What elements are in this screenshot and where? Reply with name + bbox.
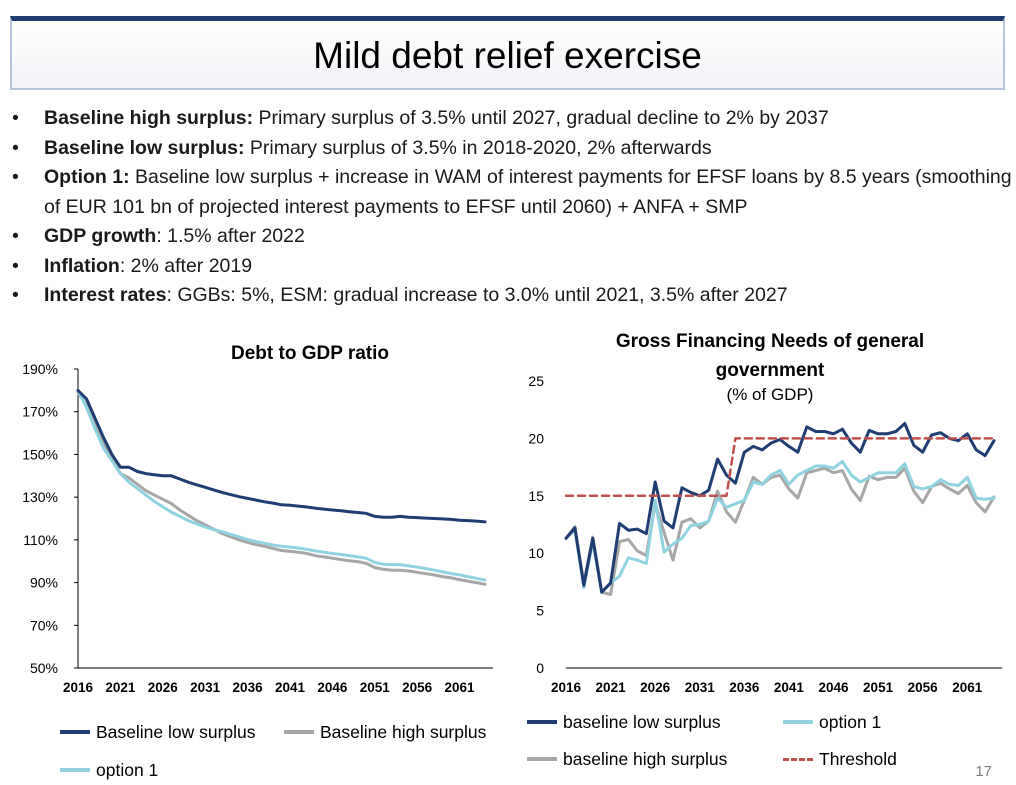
- x-tick-label: 2056: [402, 680, 433, 695]
- bullet-item: • Baseline high surplus: Primary surplus …: [10, 104, 1016, 134]
- series-line-threshold: [564, 437, 996, 498]
- legend-label: option 1: [819, 712, 882, 732]
- bullet-bold: GDP growth: [44, 225, 157, 247]
- x-tick-label: 2031: [685, 680, 716, 695]
- legend-label: baseline low surplus: [563, 712, 721, 732]
- bullet-dot-icon: •: [12, 166, 19, 188]
- y-tick-label: 170%: [22, 404, 58, 420]
- bullet-text: Baseline low surplus + increase in WAM o…: [44, 166, 1012, 218]
- legend-baseline-high-surplus-gfn: baseline high surplus: [527, 749, 727, 770]
- chart-2-title: Gross Financing Needs of general governm…: [615, 331, 925, 381]
- x-tick-label: 2046: [818, 680, 849, 695]
- y-tick-label: 110%: [23, 532, 58, 548]
- x-tick-label: 2041: [275, 680, 306, 695]
- x-tick-label: 2021: [596, 680, 627, 695]
- legend-swatch-threshold: [783, 757, 813, 761]
- title-banner: Mild debt relief exercise: [10, 16, 1005, 90]
- legend-swatch-gray: [284, 730, 314, 735]
- bullet-list: • Baseline high surplus: Primary surplus …: [10, 104, 1016, 311]
- x-tick-label: 2041: [774, 680, 805, 695]
- legend-baseline-high-surplus: Baseline high surplus: [284, 722, 486, 743]
- bullet-text: : 2% after 2019: [119, 254, 253, 277]
- legend-swatch-navy: [527, 720, 557, 725]
- y-tick-label: 20: [528, 430, 544, 446]
- bullet-item: • GDP growth: 1.5% after 2022: [10, 222, 1016, 252]
- series-line-baseline-low-surplus: [564, 422, 996, 594]
- x-tick-label: 2031: [190, 680, 221, 695]
- x-tick-label: 2026: [640, 680, 671, 695]
- bullet-dot-icon: •: [12, 107, 19, 129]
- bullet-bold: Inflation: [44, 254, 120, 277]
- legend-option-1: option 1: [60, 760, 158, 781]
- legend-swatch-gray: [527, 757, 557, 762]
- bullet-item: • Interest rates: GGBs: 5%, ESM: gradual …: [10, 281, 1016, 311]
- legend-label: Baseline high surplus: [320, 722, 487, 742]
- y-tick-label: 15: [528, 488, 544, 504]
- legend-swatch-navy: [60, 730, 90, 735]
- bullet-bold: Interest rates: [44, 284, 167, 306]
- x-tick-label: 2016: [63, 680, 94, 695]
- bullet-bold: Baseline high surplus:: [44, 107, 254, 129]
- y-tick-label: 130%: [22, 489, 58, 505]
- y-tick-label: 50%: [30, 660, 58, 676]
- bullet-dot-icon: •: [12, 225, 19, 247]
- x-tick-label: 2036: [729, 680, 760, 695]
- series-line-option-1: [76, 388, 487, 582]
- y-tick-label: 25: [528, 373, 544, 389]
- y-tick-label: 190%: [22, 361, 58, 377]
- series-line-baseline-high-surplus: [564, 466, 996, 596]
- bullet-dot-icon: •: [12, 284, 19, 306]
- slide-title: Mild debt relief exercise: [313, 35, 702, 76]
- bullet-dot-icon: •: [12, 254, 19, 277]
- legend-label: option 1: [96, 760, 159, 780]
- x-tick-label: 2021: [105, 680, 136, 695]
- series-line-option-1: [564, 459, 996, 594]
- legend-swatch-lightblue: [60, 768, 90, 773]
- bullet-text: : GGBs: 5%, ESM: gradual increase to 3.0…: [166, 284, 788, 306]
- series-line-baseline-low-surplus: [76, 388, 487, 524]
- bullet-text: : 1.5% after 2022: [156, 225, 305, 247]
- x-tick-label: 2061: [445, 680, 476, 695]
- chart-2-subtitle: (% of GDP): [726, 385, 814, 404]
- legend-swatch-lightblue: [783, 720, 813, 725]
- x-tick-label: 2046: [317, 680, 348, 695]
- bullet-dot-icon: •: [12, 136, 19, 159]
- series-line-baseline-high-surplus: [76, 391, 487, 586]
- bullet-bold: Baseline low surplus:: [44, 136, 245, 159]
- x-tick-label: 2016: [551, 680, 582, 695]
- bullet-bold: Option 1:: [44, 166, 130, 188]
- legend-label: Baseline low surplus: [96, 722, 256, 742]
- bullet-item: • Option 1: Baseline low surplus + increa…: [10, 163, 1016, 222]
- legend-label: baseline high surplus: [563, 749, 728, 769]
- legend-option-1-gfn: option 1: [783, 712, 881, 733]
- x-tick-label: 2056: [908, 680, 939, 695]
- legend-baseline-low-surplus-gfn: baseline low surplus: [527, 712, 721, 733]
- x-tick-label: 2051: [863, 680, 894, 695]
- y-tick-label: 5: [536, 603, 544, 619]
- y-tick-label: 0: [536, 660, 544, 676]
- x-tick-label: 2026: [148, 680, 179, 695]
- y-tick-label: 10: [528, 545, 544, 561]
- y-tick-label: 70%: [30, 617, 58, 633]
- bullet-item: • Inflation: 2% after 2019: [10, 252, 1016, 282]
- bullet-text: Primary surplus of 3.5% until 2027, grad…: [253, 107, 829, 129]
- y-tick-label: 90%: [30, 575, 58, 591]
- legend-baseline-low-surplus: Baseline low surplus: [60, 722, 256, 743]
- bullet-text: Primary surplus of 3.5% in 2018-2020, 2%…: [244, 136, 712, 159]
- x-tick-label: 2061: [952, 680, 983, 695]
- legend-threshold: Threshold: [783, 749, 897, 770]
- y-tick-label: 150%: [22, 446, 58, 462]
- page-number: 17: [975, 763, 992, 780]
- legend-label: Threshold: [819, 749, 897, 769]
- chart-1-title: Debt to GDP ratio: [231, 343, 389, 364]
- x-tick-label: 2051: [360, 680, 391, 695]
- bullet-item: • Baseline low surplus: Primary surplus o…: [10, 134, 1016, 164]
- x-tick-label: 2036: [233, 680, 264, 695]
